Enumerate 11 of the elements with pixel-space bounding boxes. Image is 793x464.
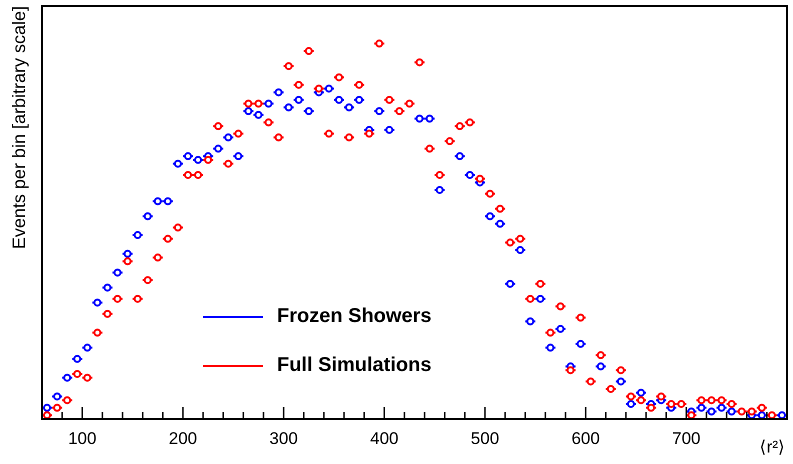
x-tick-label: 300 (269, 428, 298, 448)
legend-label: Frozen Showers (277, 305, 432, 328)
x-axis-title: ⟨r²⟩ (760, 438, 785, 457)
x-tick-label: 100 (68, 428, 96, 448)
y-axis-title: Events per bin [arbitrary scale] (8, 6, 29, 250)
x-tick-label: 500 (470, 428, 500, 448)
x-tick-label: 700 (672, 428, 701, 448)
x-tick-label: 200 (168, 428, 198, 448)
x-tick-label: 600 (571, 428, 600, 448)
x-tick-label: 400 (370, 428, 398, 448)
legend-label: Full Simulations (277, 354, 432, 377)
